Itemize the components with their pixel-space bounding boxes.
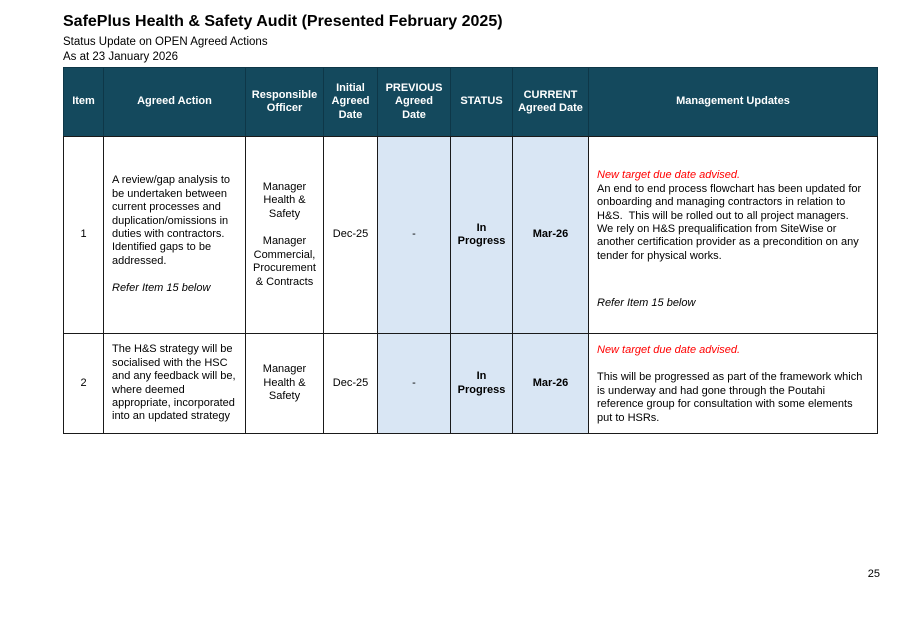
col-header-initial-agreed-date: Initial Agreed Date xyxy=(323,67,378,137)
cell-initial-agreed-date: Dec-25 xyxy=(323,136,378,334)
col-header-status: STATUS xyxy=(450,67,513,137)
col-header-current-agreed-date: CURRENT Agreed Date xyxy=(512,67,589,137)
responsible-officer-1: Manager Health & Safety xyxy=(262,181,307,220)
document-header: SafePlus Health & Safety Audit (Presente… xyxy=(63,12,503,64)
col-header-previous-agreed-date: PREVIOUS Agreed Date xyxy=(377,67,451,137)
cell-responsible-officer: Manager Health & Safety Manager Commerci… xyxy=(245,136,324,334)
cell-current-agreed-date: Mar-26 xyxy=(512,136,589,334)
management-update-text: An end to end process flowchart has been… xyxy=(597,182,865,262)
cell-status: In Progress xyxy=(450,332,513,435)
management-update-text: This will be progressed as part of the f… xyxy=(597,371,866,424)
col-header-item: Item xyxy=(63,67,104,137)
cell-previous-agreed-date: - xyxy=(377,136,451,334)
cell-previous-agreed-date: - xyxy=(377,332,451,435)
agreed-action-note: Refer Item 15 below xyxy=(112,282,211,295)
cell-current-agreed-date: Mar-26 xyxy=(512,332,589,435)
responsible-officer-1: Manager Health & Safety xyxy=(262,363,307,403)
cell-management-updates: New target due date advised. This will b… xyxy=(588,332,878,435)
col-header-agreed-action: Agreed Action xyxy=(103,67,246,137)
table-row: 1 A review/gap analysis to be undertaken… xyxy=(63,136,878,334)
page-number: 25 xyxy=(867,568,880,580)
cell-responsible-officer: Manager Health & Safety xyxy=(245,332,324,435)
cell-initial-agreed-date: Dec-25 xyxy=(323,332,378,435)
cell-item: 2 xyxy=(63,332,104,435)
table-header-row: Item Agreed Action Responsible Officer I… xyxy=(63,67,878,137)
as-at-date: As at 23 January 2026 xyxy=(63,50,179,63)
table-row: 2 The H&S strategy will be socialised wi… xyxy=(63,332,878,435)
agreed-action-text: The H&S strategy will be socialised with… xyxy=(112,343,236,423)
cell-item: 1 xyxy=(63,136,104,334)
responsible-officer-2: Manager Commercial, Procurement & Contra… xyxy=(253,235,316,288)
cell-management-updates: New target due date advised. An end to e… xyxy=(588,136,878,334)
management-alert-text: New target due date advised. xyxy=(597,344,741,356)
management-alert-text: New target due date advised. xyxy=(597,169,741,182)
col-header-management-updates: Management Updates xyxy=(588,67,878,137)
page-subtitle: Status Update on OPEN Agreed Actions xyxy=(63,36,268,49)
page-title: SafePlus Health & Safety Audit (Presente… xyxy=(63,13,503,30)
agreed-action-text: A review/gap analysis to be undertaken b… xyxy=(112,174,231,267)
cell-status: In Progress xyxy=(450,136,513,334)
management-note: Refer Item 15 below xyxy=(597,297,696,310)
col-header-responsible-officer: Responsible Officer xyxy=(245,67,324,137)
cell-agreed-action: A review/gap analysis to be undertaken b… xyxy=(103,136,246,334)
agreed-actions-table: Item Agreed Action Responsible Officer I… xyxy=(63,67,878,435)
cell-agreed-action: The H&S strategy will be socialised with… xyxy=(103,332,246,435)
